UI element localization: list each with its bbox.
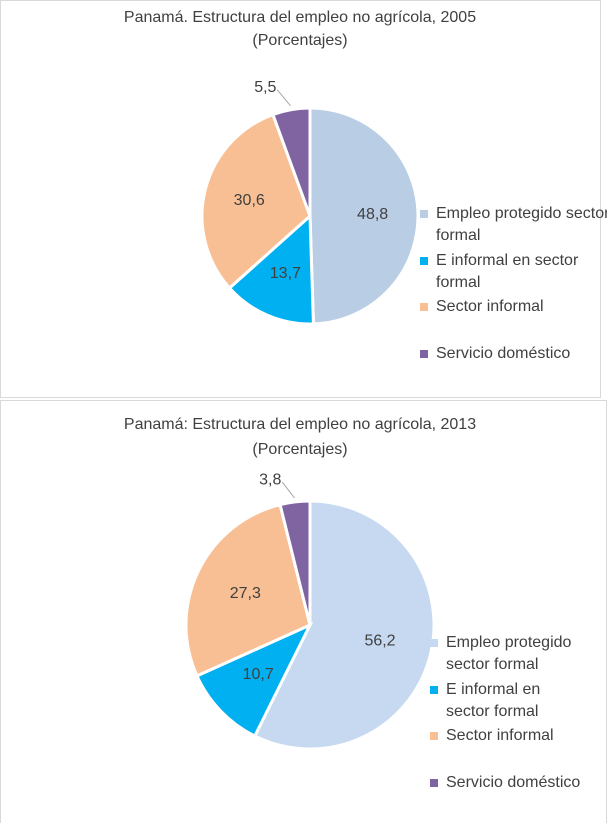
legend-item: Sector informal <box>430 725 581 747</box>
legend-label: Sector informal <box>446 727 554 744</box>
legend-label: E informal en sector formal <box>446 681 541 720</box>
legend-swatch <box>430 779 438 787</box>
chart-subtitle: (Porcentajes) <box>252 441 347 458</box>
pie-slice <box>200 112 312 291</box>
legend-item: Empleo protegido sector formal <box>430 632 581 676</box>
legend-swatch <box>430 686 438 694</box>
legend-label: E informal en sector formal <box>436 252 579 291</box>
pie-slice <box>194 621 314 739</box>
legend-item: Sector informal <box>420 296 607 318</box>
legend-label: Empleo protegido sector formal <box>446 634 572 673</box>
data-label: 48,8 <box>357 206 388 223</box>
legend-item: Servicio doméstico <box>430 772 581 794</box>
data-label: 30,6 <box>234 192 265 209</box>
pie-slice <box>270 106 312 217</box>
legend-swatch <box>420 350 428 358</box>
data-label: 56,2 <box>364 633 395 650</box>
legend-swatch <box>420 303 428 311</box>
chart-title: Panamá: Estructura del empleo no agrícol… <box>124 416 476 433</box>
chart-frame <box>0 0 601 398</box>
pie-slice <box>278 499 312 626</box>
legend-swatch <box>420 257 428 265</box>
pie-slice <box>184 502 312 678</box>
chart-subtitle: (Porcentajes) <box>252 32 347 49</box>
legend-swatch <box>430 732 438 740</box>
legend-item: E informal en sector formal <box>430 679 581 723</box>
data-label: 5,5 <box>254 79 276 96</box>
legend-label: Servicio doméstico <box>436 345 571 362</box>
pie-slice <box>227 212 315 326</box>
legend-swatch <box>420 210 428 218</box>
leader-line <box>281 481 295 499</box>
chart-title: Panamá. Estructura del empleo no agrícol… <box>124 9 476 26</box>
legend-item: Servicio doméstico <box>420 343 607 365</box>
legend-swatch <box>430 639 438 647</box>
legend-label: Sector informal <box>436 298 544 315</box>
pie-slice <box>252 499 436 751</box>
data-label: 13,7 <box>270 265 301 282</box>
leader-line <box>276 89 291 107</box>
data-label: 27,3 <box>230 585 261 602</box>
legend-label: Empleo protegido sector formal <box>436 205 607 244</box>
pie-slice <box>308 106 420 326</box>
legend-label: Servicio doméstico <box>446 774 581 791</box>
data-label: 3,8 <box>259 471 281 488</box>
legend-item: Empleo protegido sector formal <box>420 203 607 247</box>
legend-item: E informal en sector formal <box>420 250 607 294</box>
data-label: 10,7 <box>243 666 274 683</box>
